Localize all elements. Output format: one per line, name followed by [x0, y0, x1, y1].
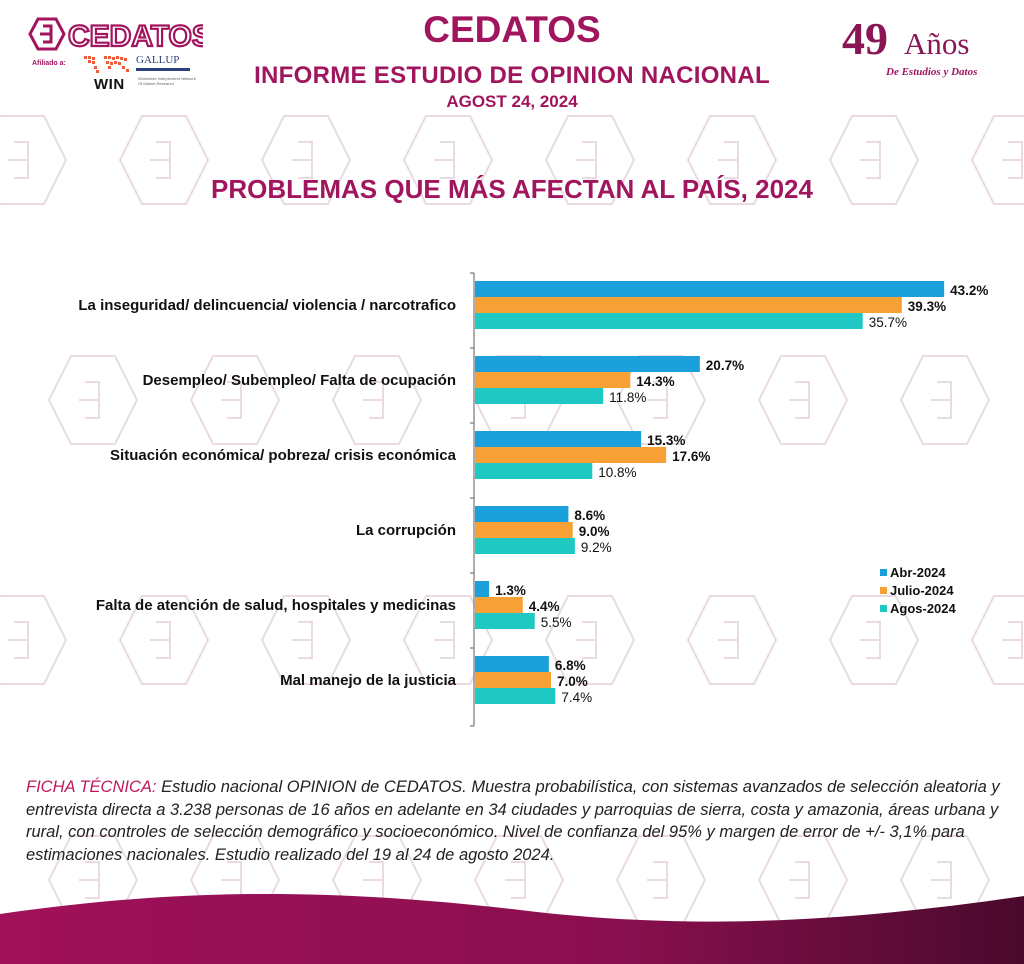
- legend-item: Julio-2024: [890, 583, 954, 598]
- value-label: 10.8%: [598, 465, 636, 480]
- affiliation-label: Afiliado a:: [32, 60, 66, 67]
- bar-chart: La inseguridad/ delincuencia/ violencia …: [78, 272, 988, 727]
- bar-julio-2024: [475, 447, 667, 463]
- legend-swatch: [880, 569, 887, 576]
- gallup-underline: [136, 68, 190, 71]
- bar-agos-2024: [475, 613, 535, 629]
- value-label: 11.8%: [609, 390, 646, 405]
- watermark-hexagon: [544, 595, 636, 685]
- watermark-hexagon: [828, 115, 920, 205]
- footer-wave: [0, 893, 1024, 964]
- value-label: 43.2%: [950, 283, 988, 298]
- value-label: 6.8%: [555, 658, 586, 673]
- value-label: 17.6%: [672, 449, 710, 464]
- bar-abr-2024: [475, 506, 569, 522]
- gallup-logo: GALLUP: [136, 54, 180, 66]
- watermark-hexagon: [544, 115, 636, 205]
- category-label: Falta de atención de salud, hospitales y…: [96, 597, 456, 614]
- watermark-hexagon: [331, 355, 423, 445]
- watermark-hexagon: [189, 355, 281, 445]
- value-label: 39.3%: [908, 299, 946, 314]
- category-label: Desempleo/ Subempleo/ Falta de ocupación: [143, 372, 456, 389]
- bar-julio-2024: [475, 297, 902, 313]
- bar-abr-2024: [475, 431, 642, 447]
- watermark-hexagon: [118, 115, 210, 205]
- value-label: 8.6%: [574, 508, 605, 523]
- anniversary-number: 49: [842, 13, 888, 64]
- watermark-hexagon: [260, 595, 352, 685]
- cedatos-logo: CEDATOS: [28, 17, 203, 52]
- bar-agos-2024: [475, 313, 863, 329]
- watermark-hexagon: [970, 595, 1024, 685]
- technical-sheet-label: FICHA TÉCNICA:: [26, 778, 157, 796]
- value-label: 9.2%: [581, 540, 612, 555]
- watermark-hexagon: [899, 355, 991, 445]
- cedatos-logo-block: CEDATOS Afiliado a: WIN GALLUP Worldwide…: [28, 16, 203, 96]
- legend-swatch: [880, 587, 887, 594]
- watermark-hexagon: [686, 115, 778, 205]
- category-label: La corrupción: [356, 522, 456, 539]
- bar-agos-2024: [475, 538, 575, 554]
- legend-item: Abr-2024: [890, 565, 946, 580]
- anniversary-tagline: De Estudios y Datos: [886, 66, 978, 78]
- bar-julio-2024: [475, 597, 523, 613]
- bar-abr-2024: [475, 656, 549, 672]
- anniversary-word: Años: [904, 26, 970, 61]
- watermark-hexagon: [757, 355, 849, 445]
- value-label: 14.3%: [636, 374, 674, 389]
- value-label: 20.7%: [706, 358, 744, 373]
- report-date: AGOST 24, 2024: [446, 92, 578, 111]
- bar-julio-2024: [475, 372, 631, 388]
- value-label: 1.3%: [495, 583, 526, 598]
- legend-swatch: [880, 605, 887, 612]
- value-label: 7.0%: [557, 674, 588, 689]
- bar-agos-2024: [475, 688, 556, 704]
- report-subtitle: INFORME ESTUDIO DE OPINION NACIONAL: [254, 62, 770, 89]
- cedatos-logo-text: CEDATOS: [68, 20, 203, 52]
- bar-julio-2024: [475, 672, 552, 688]
- watermark-hexagon: [47, 355, 139, 445]
- watermark-hexagon: [118, 595, 210, 685]
- watermark-hexagon: [402, 115, 494, 205]
- watermark-hexagon: [828, 595, 920, 685]
- value-label: 7.4%: [561, 690, 592, 705]
- report-title: CEDATOS: [423, 9, 601, 50]
- legend-item: Agos-2024: [890, 601, 957, 616]
- watermark-hexagon: [260, 115, 352, 205]
- anniversary-logo: 49 Años De Estudios y Datos: [842, 12, 1012, 92]
- watermark-hexagon: [402, 595, 494, 685]
- value-label: 9.0%: [579, 524, 610, 539]
- watermark-hexagon: [970, 115, 1024, 205]
- bar-agos-2024: [475, 463, 593, 479]
- value-label: 4.4%: [529, 599, 560, 614]
- watermark-hexagon: [686, 595, 778, 685]
- value-label: 15.3%: [647, 433, 685, 448]
- category-label: Mal manejo de la justicia: [280, 672, 457, 689]
- win-subtitle: Worldwide Independent Network Of Market …: [138, 76, 196, 86]
- bar-julio-2024: [475, 522, 573, 538]
- world-map-icon: [84, 56, 129, 73]
- watermark-hexagon: [0, 595, 68, 685]
- bar-abr-2024: [475, 281, 945, 297]
- bar-abr-2024: [475, 581, 490, 597]
- value-label: 35.7%: [869, 315, 907, 330]
- technical-sheet: FICHA TÉCNICA: Estudio nacional OPINION …: [26, 776, 1001, 866]
- bar-abr-2024: [475, 356, 700, 372]
- watermark-hexagon: [0, 115, 68, 205]
- technical-sheet-text: Estudio nacional OPINION de CEDATOS. Mue…: [26, 778, 1000, 864]
- value-label: 5.5%: [541, 615, 572, 630]
- chart-title: PROBLEMAS QUE MÁS AFECTAN AL PAÍS, 2024: [211, 174, 813, 204]
- category-label: La inseguridad/ delincuencia/ violencia …: [78, 297, 456, 314]
- win-logo: WIN: [94, 76, 125, 93]
- bar-agos-2024: [475, 388, 604, 404]
- category-label: Situación económica/ pobreza/ crisis eco…: [110, 447, 457, 464]
